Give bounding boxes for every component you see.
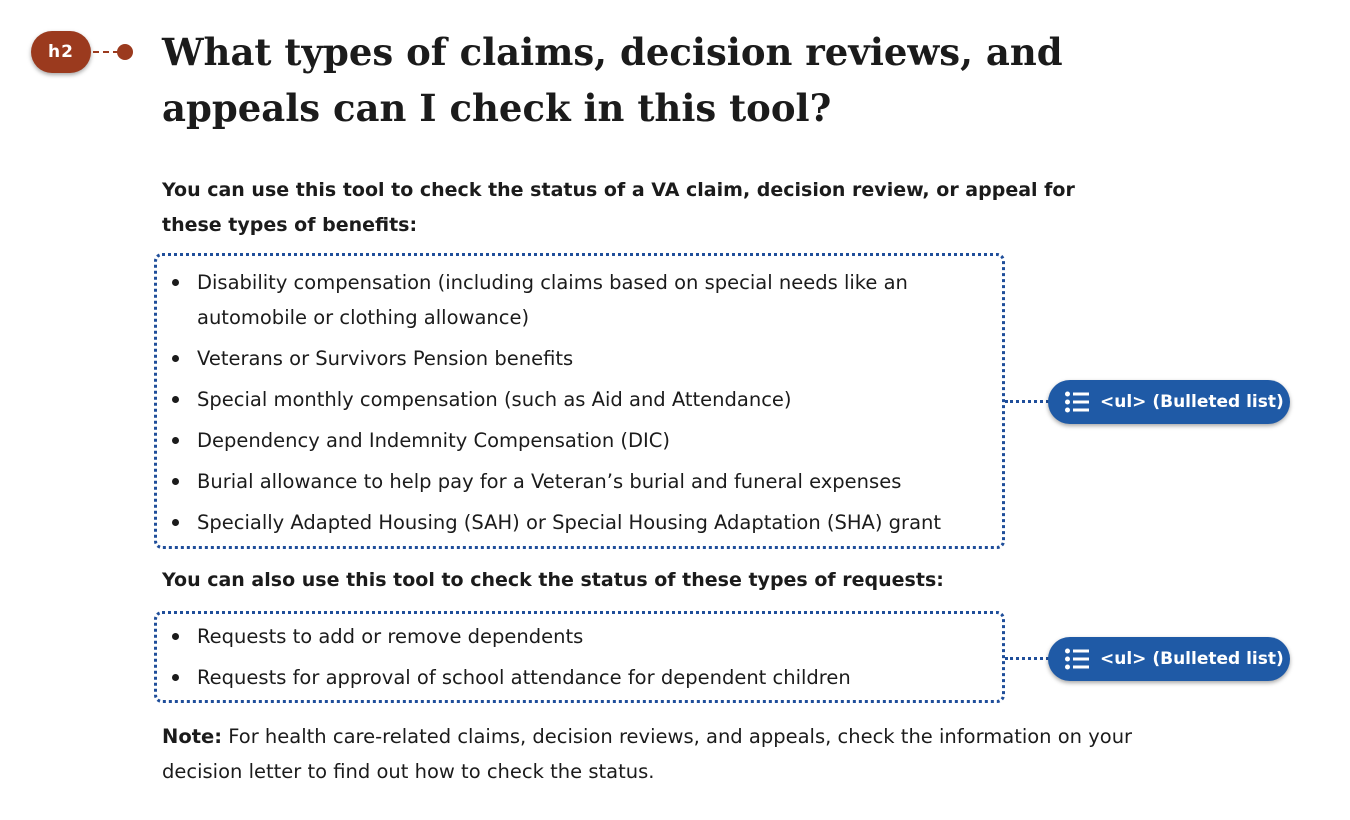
ul-annotation-label: <ul> (Bulleted list): [1100, 392, 1284, 412]
h2-annotation-dot: [117, 44, 133, 60]
list-item: Disability compensation (including claim…: [172, 265, 972, 335]
requests-list-outline: [154, 611, 1005, 703]
h2-annotation-badge: h2: [31, 31, 91, 73]
page-heading: What types of claims, decision reviews, …: [162, 30, 1063, 130]
list-item: Veterans or Survivors Pension benefits: [172, 341, 972, 376]
note-paragraph: Note: For health care-related claims, de…: [162, 719, 1142, 789]
list-item: Burial allowance to help pay for a Veter…: [172, 464, 972, 499]
requests-intro: You can also use this tool to check the …: [162, 569, 944, 591]
ul-annotation-label: <ul> (Bulleted list): [1100, 649, 1284, 669]
list-item: Requests for approval of school attendan…: [172, 660, 972, 695]
ul-annotation-badge: <ul> (Bulleted list): [1048, 380, 1290, 424]
list-annotation-connector: [1005, 400, 1049, 403]
list-item: Special monthly compensation (such as Ai…: [172, 382, 972, 417]
benefits-list-outline: [154, 253, 1005, 549]
note-label: Note:: [162, 725, 223, 748]
requests-list: Requests to add or remove dependents Req…: [172, 619, 972, 701]
ul-annotation-badge: <ul> (Bulleted list): [1048, 637, 1290, 681]
benefits-intro: You can use this tool to check the statu…: [162, 179, 1075, 236]
list-annotation-connector: [1005, 657, 1049, 660]
list-icon: [1065, 391, 1089, 413]
benefits-list: Disability compensation (including claim…: [172, 265, 972, 546]
h2-annotation-connector: [93, 51, 119, 53]
list-item: Dependency and Indemnity Compensation (D…: [172, 423, 972, 458]
list-item: Specially Adapted Housing (SAH) or Speci…: [172, 505, 972, 540]
note-text: For health care-related claims, decision…: [162, 725, 1133, 783]
list-item: Requests to add or remove dependents: [172, 619, 972, 654]
list-icon: [1065, 648, 1089, 670]
